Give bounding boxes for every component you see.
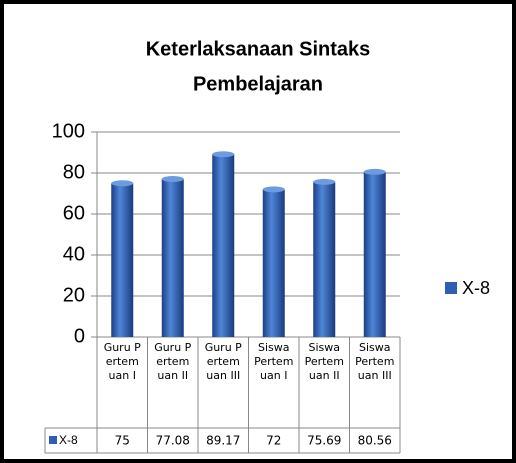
x-tick-label: Siswa Pertemuan II (304, 341, 344, 382)
legend-key (49, 436, 57, 444)
x-tick-label: Guru Pertemuan III (204, 341, 242, 382)
x-tick-label: Siswa Pertemuan I (254, 341, 294, 382)
bar (212, 154, 235, 337)
bar-top (262, 186, 285, 193)
bar-top (161, 175, 184, 182)
legend-label: X-8 (462, 278, 490, 298)
y-tick-label: 100 (52, 120, 85, 142)
bar-top (313, 178, 336, 185)
bar (262, 189, 285, 337)
y-tick-label: 40 (63, 243, 85, 265)
table-value: 72 (266, 434, 281, 448)
bar (111, 183, 134, 337)
table-value: 75 (115, 434, 130, 448)
table-series-name: X-8 (59, 433, 78, 447)
bar (161, 178, 184, 337)
x-tick-label-box: Siswa Pertemuan II (304, 341, 344, 382)
bar (363, 171, 386, 337)
bar-top (111, 180, 134, 187)
x-tick-label: Guru Pertemuan II (154, 341, 192, 382)
bar (313, 181, 336, 337)
y-tick-label: 80 (63, 161, 85, 183)
x-tick-label-box: Guru Pertemuan I (103, 341, 141, 382)
table-value: 89.17 (206, 434, 240, 448)
y-tick-label: 0 (74, 325, 85, 347)
y-tick-label: 60 (63, 202, 85, 224)
x-tick-label: Guru Pertemuan I (103, 341, 141, 382)
table-value: 80.56 (358, 434, 392, 448)
x-tick-label: Siswa Pertemuan III (355, 341, 395, 382)
x-tick-label-box: Siswa Pertemuan III (355, 341, 395, 382)
table-value: 75.69 (307, 434, 341, 448)
x-tick-label-box: Guru Pertemuan III (204, 341, 242, 382)
y-tick-label: 20 (63, 284, 85, 306)
table-value: 77.08 (156, 434, 190, 448)
chart-title: Keterlaksanaan Sintaks (146, 38, 371, 60)
x-tick-label-box: Guru Pertemuan II (154, 341, 192, 382)
chart-title: Pembelajaran (193, 73, 323, 95)
bar-top (363, 168, 386, 175)
x-tick-label-box: Siswa Pertemuan I (254, 341, 294, 382)
bar-top (212, 151, 235, 158)
legend-key (445, 282, 457, 294)
